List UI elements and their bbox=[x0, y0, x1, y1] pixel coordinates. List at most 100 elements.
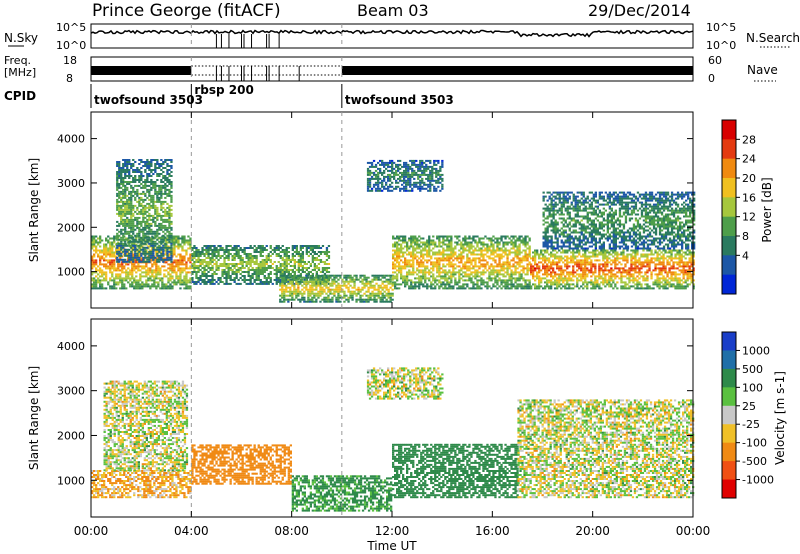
power-cell bbox=[109, 285, 112, 288]
power-cell bbox=[215, 255, 218, 257]
power-cell bbox=[438, 235, 441, 238]
power-cell bbox=[476, 253, 479, 256]
power-cell bbox=[225, 282, 228, 285]
power-cell bbox=[124, 232, 127, 235]
power-cell bbox=[237, 251, 240, 253]
power-cell bbox=[91, 279, 94, 282]
power-cell bbox=[136, 226, 139, 229]
power-cell bbox=[128, 161, 131, 163]
power-cell bbox=[337, 288, 340, 291]
power-cell bbox=[464, 275, 467, 278]
power-cell bbox=[285, 276, 288, 279]
power-cell bbox=[518, 277, 521, 280]
power-cell bbox=[370, 177, 374, 180]
power-cell bbox=[542, 277, 545, 280]
power-cell bbox=[99, 267, 102, 270]
power-cell bbox=[498, 247, 501, 250]
power-cell bbox=[309, 253, 312, 255]
power-cell bbox=[122, 169, 125, 171]
power-cell bbox=[379, 187, 382, 190]
power-cell bbox=[134, 228, 137, 231]
power-cell bbox=[203, 282, 206, 285]
power-cell bbox=[494, 277, 497, 280]
power-cell bbox=[163, 257, 166, 260]
power-cell bbox=[168, 236, 171, 239]
power-cell bbox=[393, 177, 396, 180]
power-cell bbox=[437, 173, 440, 176]
power-cell bbox=[144, 163, 147, 165]
power-cell bbox=[111, 273, 114, 276]
power-cell bbox=[406, 259, 409, 262]
power-cell bbox=[237, 253, 240, 255]
power-cell bbox=[532, 273, 535, 276]
power-cell bbox=[118, 165, 121, 167]
power-cell bbox=[148, 232, 151, 235]
power-cell bbox=[510, 281, 513, 284]
power-cell bbox=[142, 260, 145, 263]
power-cell bbox=[321, 269, 325, 271]
power-cell bbox=[303, 261, 306, 263]
power-cell bbox=[307, 251, 310, 253]
power-cell bbox=[132, 194, 135, 197]
power-cell bbox=[448, 283, 451, 286]
power-cell bbox=[391, 167, 394, 170]
power-cell bbox=[128, 234, 131, 237]
power-cell bbox=[476, 235, 479, 238]
power-cell bbox=[271, 249, 274, 251]
power-cell bbox=[138, 202, 141, 205]
power-cell bbox=[492, 277, 495, 280]
power-cell bbox=[528, 281, 531, 284]
power-cell bbox=[155, 285, 158, 288]
power-cell bbox=[468, 251, 471, 254]
power-cell bbox=[101, 273, 104, 276]
power-cell bbox=[117, 281, 120, 284]
power-cell bbox=[125, 275, 128, 278]
power-cell bbox=[315, 257, 318, 259]
power-cell bbox=[219, 265, 222, 267]
power-cell bbox=[160, 179, 163, 181]
power-cell bbox=[506, 279, 509, 282]
power-cell bbox=[183, 255, 186, 258]
power-cell bbox=[399, 179, 402, 182]
power-cell bbox=[361, 300, 364, 303]
power-cell bbox=[221, 249, 224, 251]
power-cell bbox=[121, 277, 124, 280]
power-cell bbox=[405, 171, 408, 174]
power-cell bbox=[161, 285, 164, 288]
power-cell bbox=[134, 184, 137, 187]
power-cell bbox=[257, 269, 260, 271]
power-cell bbox=[490, 243, 493, 246]
power-cell bbox=[249, 265, 252, 267]
power-cell bbox=[239, 257, 242, 259]
power-cell bbox=[438, 265, 441, 268]
power-cell bbox=[126, 163, 129, 165]
power-cell bbox=[307, 292, 310, 295]
power-cell bbox=[403, 165, 406, 168]
power-cell bbox=[158, 240, 161, 243]
power-cell bbox=[526, 253, 529, 256]
power-cell bbox=[484, 259, 487, 262]
power-cell bbox=[442, 269, 445, 272]
power-cell bbox=[394, 259, 397, 262]
power-cell bbox=[424, 265, 427, 268]
power-cell bbox=[518, 253, 521, 256]
power-cell bbox=[132, 190, 135, 193]
power-cell bbox=[144, 254, 147, 257]
power-cell bbox=[183, 287, 186, 290]
power-cell bbox=[297, 274, 300, 277]
power-cell bbox=[494, 237, 497, 240]
power-cell bbox=[150, 244, 153, 247]
power-cell bbox=[417, 163, 420, 166]
power-cell bbox=[404, 257, 407, 260]
power-cell bbox=[377, 175, 380, 178]
power-cell bbox=[111, 265, 114, 268]
power-cell bbox=[387, 165, 390, 168]
power-cell bbox=[450, 271, 453, 274]
power-cell bbox=[319, 292, 322, 295]
power-cell bbox=[121, 267, 124, 270]
power-cell bbox=[462, 251, 465, 254]
power-cell bbox=[122, 179, 125, 181]
power-cell bbox=[496, 279, 499, 282]
power-cell bbox=[175, 275, 178, 278]
